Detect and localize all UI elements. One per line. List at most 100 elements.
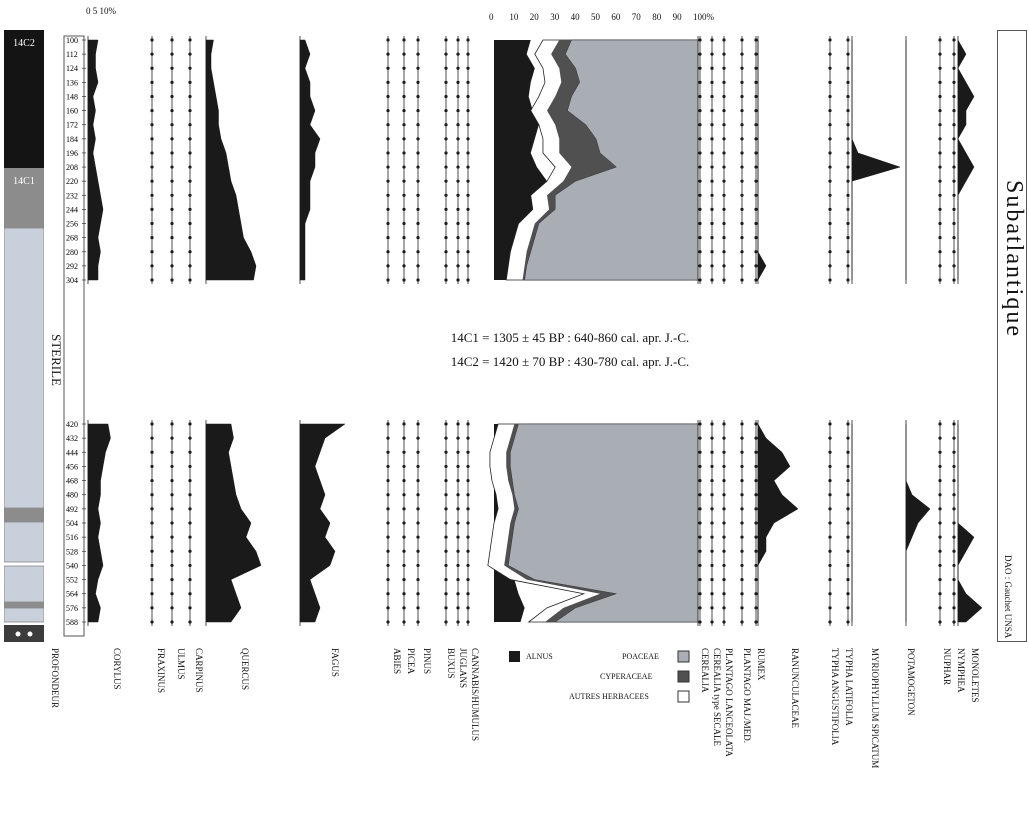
presence-dot	[188, 450, 192, 454]
presence-dot	[456, 165, 460, 169]
presence-dot	[402, 278, 406, 282]
presence-dot	[150, 38, 154, 42]
presence-dot	[466, 38, 470, 42]
presence-dot	[150, 464, 154, 469]
presence-dot	[698, 94, 702, 99]
presence-dot	[828, 563, 832, 568]
presence-dot	[828, 137, 832, 141]
presence-dot	[828, 38, 832, 42]
presence-dot	[416, 606, 420, 610]
main-scale-tick-label: 70	[631, 12, 641, 22]
presence-dot	[722, 151, 726, 155]
presence-dot	[754, 450, 758, 454]
presence-dot	[740, 165, 744, 169]
presence-dot	[710, 151, 714, 155]
depth-tick-label: 420	[66, 420, 78, 429]
presence-dot	[444, 137, 448, 141]
presence-dot	[416, 94, 420, 99]
presence-dot	[754, 207, 758, 212]
presence-dot	[710, 549, 714, 553]
presence-dot	[188, 507, 192, 511]
presence-dot	[386, 80, 390, 84]
presence-dot	[754, 94, 758, 99]
presence-dot	[386, 521, 390, 525]
presence-dot	[938, 450, 942, 454]
presence-dot	[828, 278, 832, 282]
presence-dot	[456, 563, 460, 568]
presence-dot	[402, 563, 406, 568]
presence-dot	[386, 193, 390, 197]
presence-dot	[170, 493, 174, 497]
presence-dot	[150, 592, 154, 596]
presence-dot	[444, 549, 448, 553]
depth-tick-label: 564	[66, 590, 78, 599]
presence-dot	[444, 123, 448, 127]
presence-dot	[386, 563, 390, 568]
presence-dot	[170, 38, 174, 42]
presence-dot	[416, 151, 420, 155]
presence-dot	[754, 577, 758, 582]
presence-dot	[846, 52, 850, 56]
presence-dot	[444, 507, 448, 511]
zone-box	[997, 30, 1027, 642]
presence-dot	[456, 137, 460, 141]
presence-dot	[386, 493, 390, 497]
presence-dot	[698, 108, 702, 113]
presence-dot	[188, 577, 192, 582]
presence-dot	[402, 123, 406, 127]
presence-dot	[952, 221, 956, 226]
depth-tick-label: 516	[66, 533, 78, 542]
strat-label-14c1: 14C1	[13, 176, 35, 187]
legend-alnus: ALNUS	[526, 652, 553, 661]
presence-dot	[466, 207, 470, 212]
presence-dot	[444, 80, 448, 84]
presence-dot	[150, 577, 154, 582]
taxon-label: RANUNCULACEAE	[790, 648, 800, 728]
presence-dot	[386, 108, 390, 113]
presence-dot	[754, 606, 758, 610]
depth-tick-label: 480	[66, 491, 78, 500]
presence-dot	[754, 108, 758, 113]
presence-dot	[698, 620, 702, 624]
presence-dot	[846, 507, 850, 511]
taxon-curve	[851, 40, 901, 280]
legend-autres-swatch	[677, 690, 690, 703]
presence-dot	[170, 592, 174, 596]
presence-dot	[444, 250, 448, 254]
presence-dot	[828, 577, 832, 582]
presence-dot	[170, 535, 174, 539]
presence-dot	[188, 38, 192, 42]
presence-dot	[754, 507, 758, 511]
date-14c1: 14C1 = 1305 ± 45 BP : 640-860 cal. apr. …	[450, 330, 690, 345]
presence-dot	[456, 422, 460, 426]
presence-dot	[466, 66, 470, 70]
presence-dot	[754, 179, 758, 183]
presence-dot	[938, 123, 942, 127]
presence-dot	[698, 137, 702, 141]
presence-dot	[416, 592, 420, 596]
presence-dot	[416, 535, 420, 539]
presence-dot	[722, 165, 726, 169]
presence-dot	[170, 250, 174, 254]
presence-dot	[444, 151, 448, 155]
presence-dot	[754, 66, 758, 70]
presence-dot	[150, 450, 154, 454]
presence-dot	[938, 563, 942, 568]
presence-dot	[698, 52, 702, 56]
presence-dot	[402, 606, 406, 610]
poaceae-area	[524, 39, 699, 281]
presence-dot	[938, 165, 942, 169]
presence-dot	[188, 108, 192, 113]
presence-dot	[188, 478, 192, 483]
presence-dot	[952, 464, 956, 469]
presence-dot	[188, 436, 192, 440]
presence-dot	[722, 450, 726, 454]
presence-dot	[846, 250, 850, 254]
presence-dot	[722, 123, 726, 127]
presence-dot	[416, 236, 420, 240]
strat-layer-light-3	[4, 565, 44, 603]
presence-dot	[938, 236, 942, 240]
presence-dot	[952, 151, 956, 155]
presence-dot	[188, 137, 192, 141]
presence-dot	[444, 592, 448, 596]
